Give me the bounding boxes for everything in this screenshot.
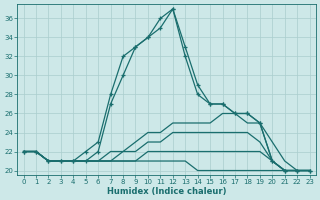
- X-axis label: Humidex (Indice chaleur): Humidex (Indice chaleur): [107, 187, 226, 196]
